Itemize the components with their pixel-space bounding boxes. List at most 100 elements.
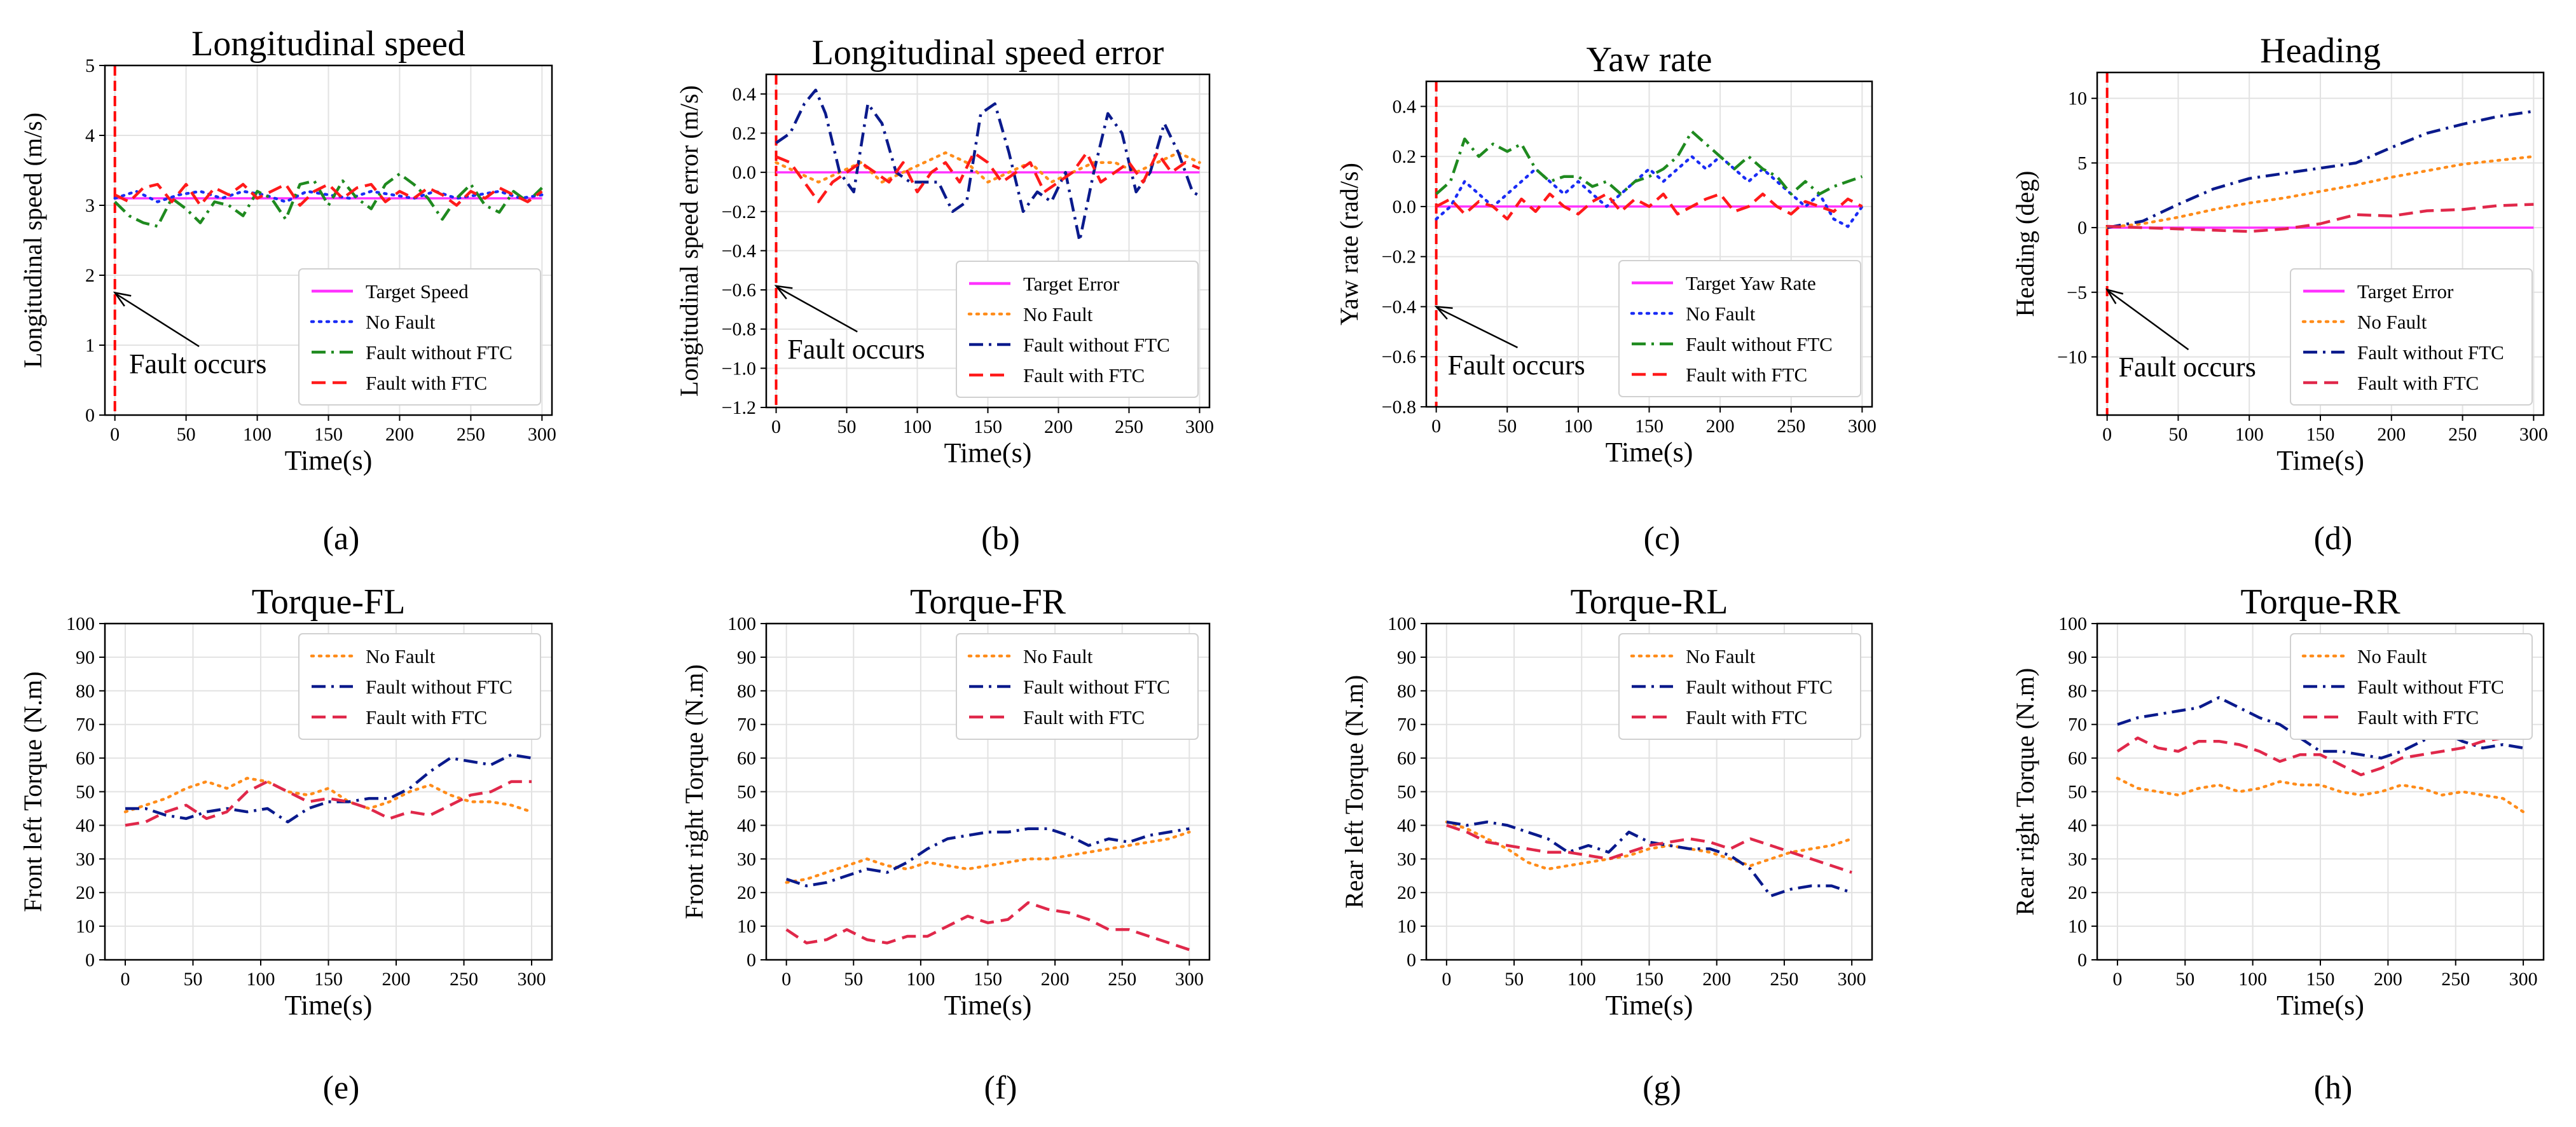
y-tick-label: −0.2	[722, 201, 756, 222]
panel-label: (c)	[1644, 521, 1681, 557]
x-tick-label: 50	[1505, 969, 1524, 990]
annotation-arrow-shaft	[2107, 290, 2189, 350]
y-tick-label: 0.0	[1393, 196, 1417, 217]
chart-title: Torque-RL	[1570, 582, 1728, 622]
x-axis-label: Time(s)	[2276, 445, 2364, 476]
legend-entry: Fault with FTC	[1023, 364, 1145, 386]
x-tick-label: 150	[1635, 416, 1663, 437]
series-line-fault-with-ftc	[2116, 736, 2524, 777]
y-tick-label: 0.4	[1393, 96, 1417, 117]
x-tick-label: 200	[1706, 416, 1735, 437]
x-tick-label: 200	[1702, 969, 1731, 990]
y-tick-label: 5	[85, 55, 95, 76]
y-axis-label: Front right Torque (N.m)	[680, 664, 708, 919]
x-tick-label: 150	[2306, 969, 2335, 990]
legend: Target Yaw Rate No Fault Fault without FTC…	[1618, 260, 1861, 397]
y-tick-label: 50	[76, 782, 95, 803]
x-axis-label: Time(s)	[1606, 437, 1693, 468]
x-tick-label: 300	[1838, 969, 1866, 990]
y-tick-label: 10	[2068, 88, 2087, 109]
chart-panel-d: 0 50 100 150 200 250 300 −10 −5 0 5 10 Fault occurs H…	[2011, 31, 2548, 557]
y-tick-label: 0	[1407, 950, 1416, 971]
y-tick-label: 80	[2068, 681, 2087, 702]
series-line-no-fault	[123, 777, 534, 814]
x-tick-label: 300	[518, 969, 546, 990]
chart-panel-h: 0 50 100 150 200 250 300 0 10 20 30 40 50 60 70 80 90 100…	[2011, 582, 2545, 1106]
series-line-fault-with-ftc	[2107, 203, 2534, 233]
legend-entry: Fault without FTC	[1686, 676, 1833, 698]
legend: No Fault Fault without FTC Fault with FTC	[298, 633, 541, 740]
chart-panel-b: 0 50 100 150 200 250 300 −1.2 −1.0 −0.8 −0.6 −0.4 −0…	[675, 33, 1214, 557]
panel-label: (b)	[981, 521, 1020, 557]
legend-entry: Target Speed	[366, 280, 469, 303]
series-line-fault-without-ftc	[1446, 820, 1852, 898]
x-tick-label: 300	[1185, 416, 1214, 437]
annotation-text: Fault occurs	[1447, 350, 1585, 381]
y-tick-label: 100	[727, 613, 756, 634]
y-tick-label: 50	[2068, 782, 2087, 803]
legend-box	[1618, 633, 1861, 740]
legend-entry: No Fault	[1023, 645, 1093, 667]
legend-entry: No Fault	[1686, 645, 1756, 667]
x-axis-label: Time(s)	[1606, 990, 1693, 1021]
legend-box	[956, 261, 1199, 398]
y-tick-label: 4	[85, 125, 95, 146]
legend-entry: Fault with FTC	[2357, 706, 2479, 728]
x-tick-label: 200	[1044, 416, 1073, 437]
annotation-arrow-shaft	[1437, 307, 1519, 348]
chart-panel-e: 0 50 100 150 200 250 300 0 10 20 30 40 50 60 70 80 90 100…	[18, 582, 553, 1106]
y-tick-label: 0.0	[733, 162, 757, 183]
x-tick-label: 250	[2441, 969, 2470, 990]
x-axis-label: Time(s)	[285, 445, 373, 476]
y-tick-label: 2	[85, 265, 95, 286]
legend-entry: Target Yaw Rate	[1686, 272, 1816, 294]
legend-entry: No Fault	[1686, 303, 1756, 325]
series-line-fault-without-ftc	[1435, 130, 1863, 196]
legend-entry: No Fault	[2357, 311, 2427, 333]
y-tick-label: 0.2	[1393, 146, 1417, 167]
x-tick-label: 100	[2235, 424, 2264, 445]
y-tick-label: 90	[2068, 647, 2087, 668]
y-tick-label: 20	[76, 882, 95, 903]
y-tick-label: 60	[2068, 748, 2087, 769]
y-tick-label: 70	[76, 714, 95, 735]
y-tick-label: −0.8	[1382, 397, 1416, 418]
series-line-fault-with-ftc	[125, 780, 532, 827]
x-tick-label: 50	[844, 969, 863, 990]
y-tick-label: 30	[1397, 849, 1416, 870]
legend-box	[956, 633, 1199, 740]
y-tick-label: −5	[2067, 282, 2087, 303]
x-tick-label: 200	[2374, 969, 2402, 990]
y-tick-label: −1.2	[722, 397, 756, 418]
y-tick-label: −0.4	[1382, 296, 1416, 317]
x-tick-label: 100	[903, 416, 932, 437]
legend-entry: No Fault	[2357, 645, 2427, 667]
annotation-arrow-shaft	[776, 286, 858, 333]
y-tick-label: 0	[2077, 217, 2087, 238]
y-tick-label: 0.2	[733, 123, 757, 144]
y-tick-label: 70	[1397, 714, 1416, 735]
x-tick-label: 50	[1498, 416, 1517, 437]
legend: Target Error No Fault Fault without FTC Fau…	[956, 261, 1199, 398]
x-tick-label: 100	[1564, 416, 1592, 437]
x-tick-label: 0	[771, 416, 781, 437]
series-line-no-fault	[2105, 154, 2535, 229]
legend-entry: Target Error	[1023, 273, 1120, 295]
x-tick-label: 100	[2238, 969, 2267, 990]
x-tick-label: 150	[1635, 969, 1663, 990]
chart-title: Torque-FL	[252, 582, 406, 622]
axes-frame	[2096, 71, 2545, 416]
series-line-no-fault	[2116, 777, 2525, 814]
chart-panel-a: 0 50 100 150 200 250 300 0 1 2 3 4 5 Fault occurs Long…	[18, 24, 556, 557]
legend-box	[298, 633, 541, 740]
axes-frame	[765, 622, 1211, 961]
x-tick-label: 300	[2519, 424, 2548, 445]
y-axis-label: Front left Torque (N.m)	[18, 671, 47, 912]
x-tick-label: 50	[2175, 969, 2194, 990]
x-tick-label: 250	[457, 424, 485, 445]
x-axis-label: Time(s)	[285, 990, 373, 1021]
x-tick-label: 0	[110, 424, 120, 445]
series-line-no-fault	[785, 830, 1191, 884]
y-tick-label: 10	[737, 916, 756, 937]
